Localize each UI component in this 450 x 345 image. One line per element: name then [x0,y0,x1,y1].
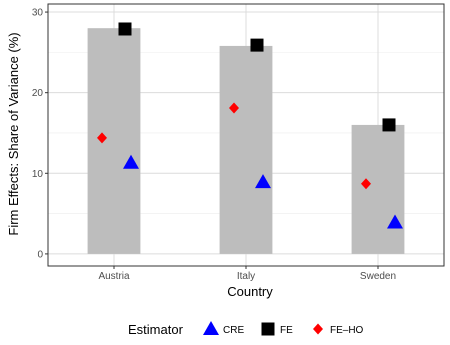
point-square-austria [118,22,132,36]
point-square-italy [250,38,264,52]
y-tick-label: 0 [37,249,43,260]
point-triangle-italy [255,174,271,189]
y-tick-label: 10 [32,169,44,180]
y-tick-label: 30 [32,8,44,19]
y-axis-ticks: 0 10 20 30 [32,8,48,260]
legend-key-triangle [203,321,219,335]
legend-key-square [261,322,275,336]
bars [87,28,405,254]
legend-label: FE–HO [330,325,364,336]
bar-italy [219,45,273,254]
x-axis-title: Country [227,284,273,299]
legend-key-diamond [313,323,323,335]
legend-label: FE [280,325,293,336]
point-triangle-austria [123,154,139,169]
x-tick-label-italy: Italy [237,271,255,282]
panel-border [47,3,445,267]
bar-austria [87,28,141,254]
points [97,22,403,229]
x-tick-label-austria: Austria [98,271,130,282]
point-diamond-italy [229,102,239,114]
point-diamond-sweden [361,178,371,190]
y-tick-label: 20 [32,88,44,99]
legend-title: Estimator [128,322,184,337]
point-square-sweden [382,118,396,132]
bar-sweden [351,124,405,254]
legend-label: CRE [223,325,244,336]
x-tick-label-sweden: Sweden [360,271,396,282]
legend: Estimator CRE FE FE–HO [128,321,364,337]
y-axis-title: Firm Effects: Share of Variance (%) [6,32,21,235]
point-triangle-sweden [387,214,403,229]
point-diamond-austria [97,132,107,144]
x-axis-ticks: Austria Italy Sweden [98,266,396,282]
